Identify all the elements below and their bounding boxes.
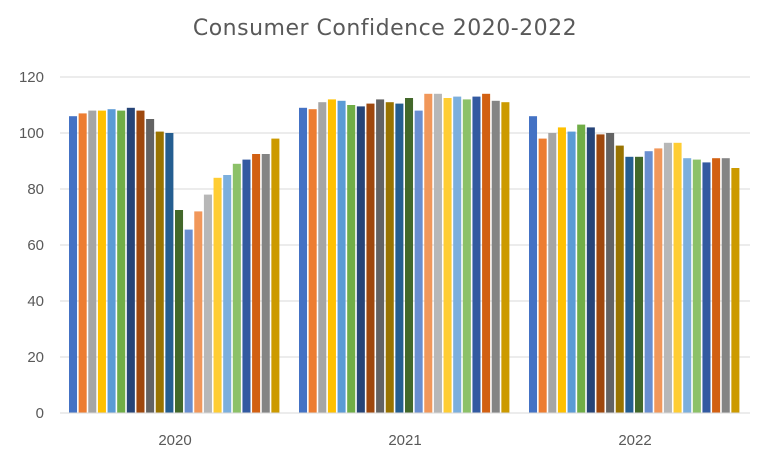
bar bbox=[376, 99, 385, 414]
y-tick-label: 100 bbox=[19, 125, 44, 142]
bar bbox=[271, 138, 280, 413]
bar bbox=[318, 102, 327, 413]
y-tick-label: 60 bbox=[27, 237, 44, 254]
bar bbox=[692, 159, 701, 413]
bar bbox=[482, 93, 491, 414]
bar bbox=[424, 93, 433, 414]
bar bbox=[337, 100, 346, 414]
bar bbox=[223, 175, 232, 413]
bar bbox=[615, 145, 624, 413]
bar bbox=[443, 98, 452, 413]
bar bbox=[731, 168, 740, 413]
bar bbox=[596, 134, 605, 413]
bar bbox=[414, 110, 423, 413]
bar bbox=[252, 154, 261, 413]
y-tick-label: 40 bbox=[27, 293, 44, 310]
bar bbox=[232, 163, 241, 413]
bar bbox=[107, 109, 116, 413]
bar bbox=[184, 229, 193, 413]
bar bbox=[385, 102, 394, 413]
bar bbox=[433, 93, 442, 414]
bar bbox=[165, 133, 174, 413]
bar bbox=[491, 100, 500, 414]
chart-title: Consumer Confidence 2020-2022 bbox=[192, 16, 578, 41]
bar bbox=[366, 103, 375, 413]
bar bbox=[327, 99, 336, 414]
bar bbox=[577, 124, 586, 413]
bar bbox=[213, 177, 222, 413]
y-tick-label: 0 bbox=[36, 405, 44, 422]
bar bbox=[347, 105, 356, 413]
bar bbox=[97, 110, 106, 413]
bar bbox=[356, 106, 365, 414]
bar bbox=[663, 142, 672, 414]
bar bbox=[673, 142, 682, 414]
bar bbox=[548, 133, 557, 413]
bar bbox=[721, 158, 730, 413]
bar bbox=[472, 96, 481, 413]
x-tick-label: 2020 bbox=[158, 432, 191, 449]
bar bbox=[529, 116, 538, 413]
bar bbox=[117, 110, 126, 413]
bar bbox=[644, 151, 653, 413]
bar bbox=[625, 156, 634, 414]
bar bbox=[586, 127, 595, 414]
bar bbox=[88, 110, 97, 413]
bar bbox=[146, 119, 155, 413]
bar bbox=[155, 131, 164, 413]
y-tick-label: 20 bbox=[27, 349, 44, 366]
bar bbox=[702, 162, 711, 413]
bar bbox=[136, 110, 145, 413]
bar bbox=[308, 109, 317, 413]
bar bbox=[395, 103, 404, 413]
bar bbox=[712, 158, 721, 413]
bar bbox=[557, 127, 566, 414]
bar bbox=[567, 131, 576, 413]
bar bbox=[606, 133, 615, 413]
bar bbox=[538, 138, 547, 413]
bar bbox=[299, 107, 308, 414]
y-tick-label: 120 bbox=[19, 69, 44, 86]
bar bbox=[78, 113, 87, 414]
x-tick-label: 2022 bbox=[618, 432, 651, 449]
bar bbox=[501, 102, 510, 413]
bar bbox=[242, 159, 251, 413]
bar bbox=[462, 99, 471, 414]
bar bbox=[261, 154, 270, 413]
x-tick-label: 2021 bbox=[388, 432, 421, 449]
bar bbox=[175, 210, 184, 413]
bar bbox=[194, 211, 203, 413]
y-tick-label: 80 bbox=[27, 181, 44, 198]
bar bbox=[654, 148, 663, 413]
bar bbox=[405, 98, 414, 413]
bar bbox=[635, 156, 644, 414]
bar bbox=[453, 96, 462, 413]
bar bbox=[69, 116, 78, 413]
bar bbox=[203, 194, 212, 413]
bar bbox=[683, 158, 692, 413]
bar bbox=[126, 107, 135, 414]
